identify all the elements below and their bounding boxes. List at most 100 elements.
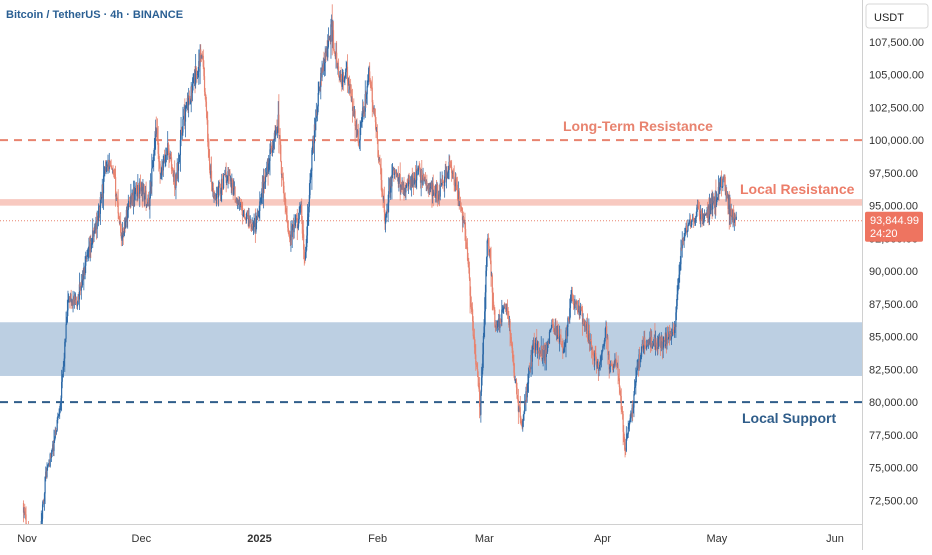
candle <box>703 209 706 222</box>
candle <box>291 220 293 248</box>
candle <box>647 339 650 349</box>
candle-body <box>660 336 662 348</box>
candle-body <box>610 363 612 365</box>
candle-body <box>114 174 116 178</box>
candle <box>593 350 595 368</box>
price-axis[interactable]: 72,500.0075,000.0077,500.0080,000.0082,5… <box>862 0 932 550</box>
candle <box>220 187 222 202</box>
currency-button-frame <box>865 3 929 29</box>
candle-body <box>312 136 314 147</box>
candle-body <box>181 132 183 135</box>
candle-body <box>581 308 583 311</box>
candle <box>180 117 182 147</box>
candle-body <box>290 231 292 241</box>
candle <box>489 249 491 259</box>
candle-body <box>181 129 183 135</box>
candle <box>153 138 155 161</box>
candle-body <box>480 377 483 392</box>
candle <box>633 390 635 418</box>
candle <box>306 203 309 244</box>
candle <box>280 160 283 187</box>
candle <box>275 125 277 142</box>
candle <box>544 344 546 371</box>
candle-body <box>593 355 595 361</box>
candle <box>656 335 659 356</box>
candle-body <box>635 376 637 386</box>
candle-body <box>485 270 487 293</box>
candle <box>216 186 218 207</box>
candle-body <box>381 179 383 192</box>
candle <box>369 62 371 84</box>
candle-body <box>393 170 395 175</box>
candle <box>375 116 377 139</box>
candle-body <box>241 204 243 209</box>
candle <box>170 153 172 162</box>
candle <box>163 154 165 164</box>
candle <box>322 57 324 75</box>
candle-body <box>303 234 305 250</box>
candle-body <box>256 219 258 224</box>
candle <box>722 176 724 192</box>
candle <box>479 400 481 416</box>
candle <box>560 328 562 345</box>
candle-body <box>592 355 594 357</box>
candle <box>259 197 262 205</box>
candle-body <box>630 413 632 419</box>
candle-body <box>396 172 398 176</box>
candle <box>605 320 607 333</box>
candle <box>78 292 80 303</box>
candle-body <box>104 166 107 171</box>
candle <box>81 280 83 287</box>
candle-body <box>73 299 75 301</box>
candle-body <box>304 252 307 259</box>
candle <box>62 366 64 377</box>
candle <box>69 292 72 303</box>
candle-body <box>23 507 25 513</box>
candle <box>294 214 296 229</box>
candle-body <box>519 406 521 408</box>
candle <box>266 158 269 176</box>
candle-body <box>298 212 300 220</box>
candle <box>298 206 300 224</box>
candle <box>269 143 271 176</box>
candle <box>413 178 415 188</box>
candle-body <box>459 203 462 207</box>
candle-body <box>414 172 416 181</box>
candle-body <box>350 89 352 102</box>
candle <box>167 131 169 160</box>
candle-body <box>320 72 323 78</box>
candle-body <box>510 337 512 346</box>
candle <box>662 336 664 359</box>
candle <box>484 297 486 338</box>
candle-body <box>452 172 454 174</box>
candle-body <box>151 166 154 169</box>
candle <box>691 213 693 222</box>
candle <box>165 147 167 167</box>
candle-body <box>430 183 432 187</box>
candle-body <box>24 507 26 512</box>
currency-button[interactable]: USDT <box>865 3 929 29</box>
candle <box>487 233 489 244</box>
candle <box>275 126 277 135</box>
candle <box>126 203 128 228</box>
candle-body <box>377 157 380 161</box>
candle-body <box>289 236 291 239</box>
candle-body <box>697 205 699 207</box>
candle <box>205 96 208 119</box>
candle <box>135 182 137 201</box>
time-axis[interactable]: Nov Dec 2025 Feb Mar Apr May Jun <box>0 524 862 550</box>
candle-body <box>442 182 444 183</box>
candle-body <box>632 408 634 414</box>
candle-body <box>178 160 180 162</box>
candle <box>618 373 620 382</box>
candle <box>232 179 234 200</box>
candle-body <box>162 165 164 171</box>
candle <box>230 177 232 194</box>
candle <box>108 159 110 172</box>
candle <box>434 185 436 199</box>
candle <box>589 333 591 351</box>
candle-body <box>142 186 144 195</box>
candle-body <box>398 174 401 178</box>
